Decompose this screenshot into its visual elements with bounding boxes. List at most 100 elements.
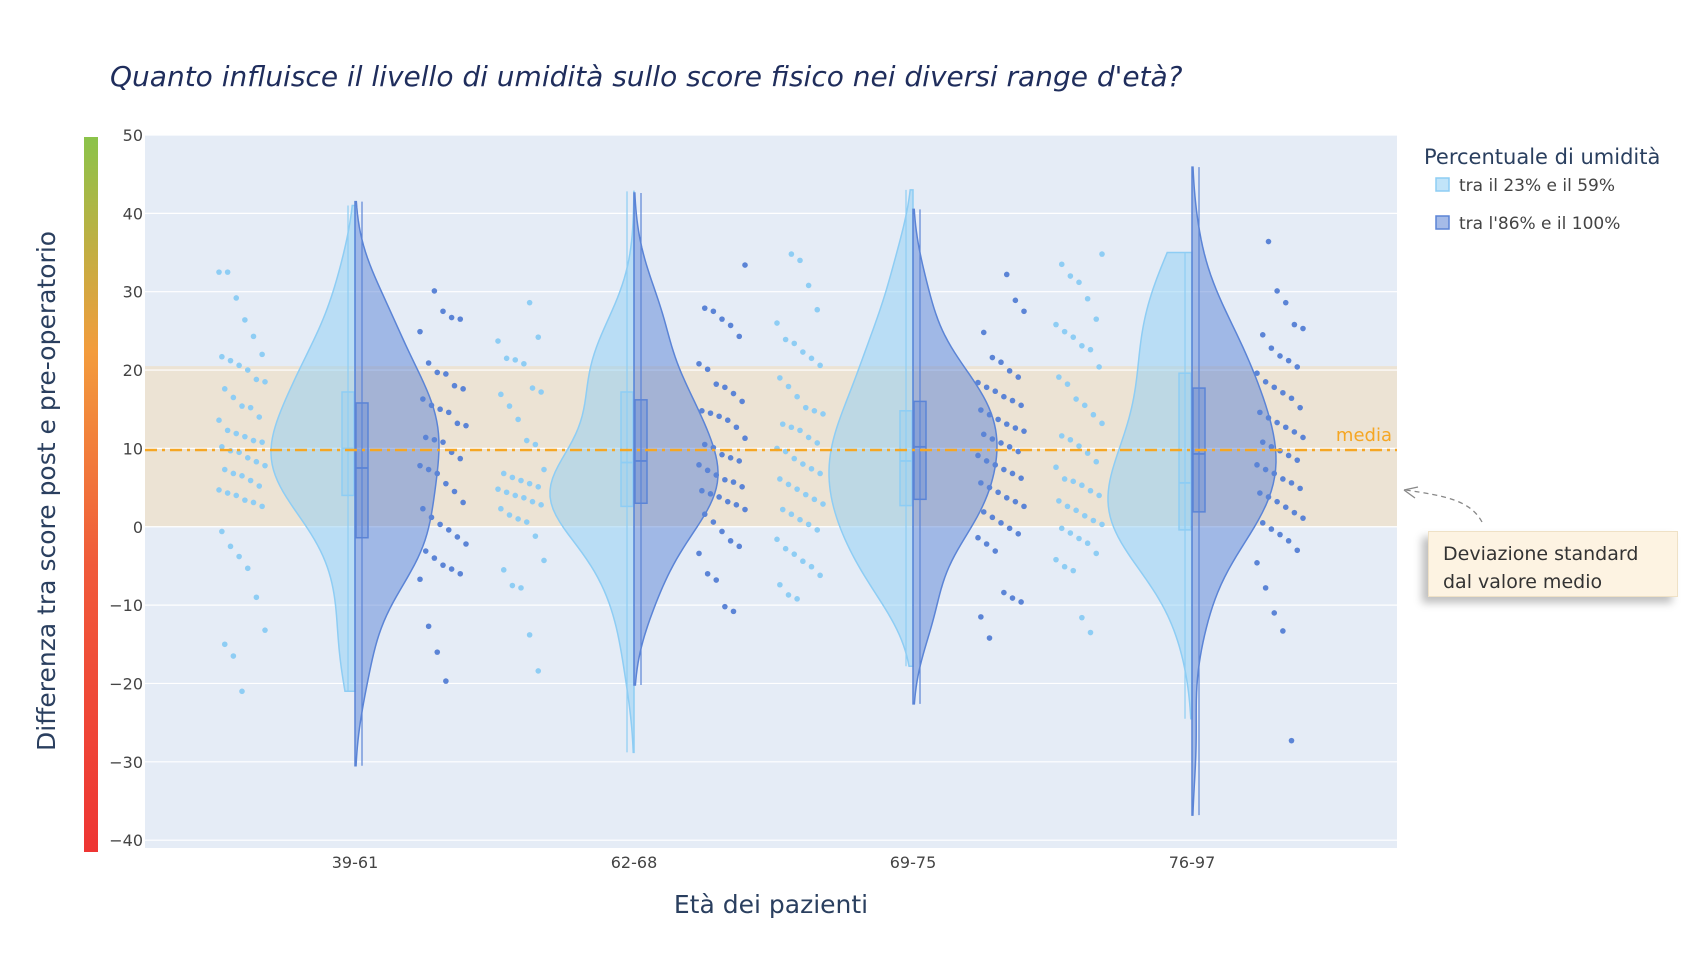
- data-point-high: [1259, 520, 1266, 526]
- data-point-high: [736, 333, 743, 340]
- violin-high-76-97[interactable]: [1191, 166, 1277, 816]
- std-annotation-line-1: Deviazione standard: [1443, 543, 1639, 565]
- data-point-high: [1271, 610, 1278, 616]
- data-point-high: [1012, 425, 1019, 431]
- data-point-low: [1058, 433, 1065, 439]
- legend-label-low: tra il 23% e il 59%: [1459, 176, 1615, 196]
- mean-line-label: media: [1336, 425, 1392, 446]
- data-point-high: [443, 480, 449, 487]
- data-point-high: [975, 534, 981, 541]
- data-point-high: [1288, 480, 1295, 486]
- data-point-low: [811, 496, 818, 503]
- data-point-high: [1259, 331, 1266, 338]
- data-point-high: [1009, 595, 1016, 601]
- data-point-high: [989, 436, 996, 442]
- data-point-high: [457, 570, 464, 577]
- data-point-low: [1096, 492, 1102, 499]
- data-point-low: [800, 558, 806, 565]
- data-point-high: [716, 494, 722, 500]
- data-point-low: [239, 473, 245, 479]
- y-tick-label: 10: [123, 439, 143, 458]
- data-point-high: [1262, 585, 1269, 591]
- data-point-low: [509, 582, 516, 589]
- data-point-high: [701, 511, 708, 518]
- violin-high-39-61[interactable]: [354, 200, 440, 767]
- data-point-high: [975, 452, 981, 459]
- data-point-high: [1294, 457, 1301, 463]
- data-point-low: [233, 430, 240, 437]
- data-point-low: [230, 653, 237, 659]
- data-point-high: [417, 576, 423, 583]
- data-point-high: [454, 534, 461, 540]
- data-point-high: [1001, 466, 1007, 473]
- data-point-high: [1280, 389, 1286, 396]
- data-point-high: [983, 384, 990, 391]
- data-point-low: [802, 404, 809, 411]
- data-point-high: [696, 550, 702, 557]
- y-axis-color-bar: [84, 137, 98, 852]
- data-point-low: [794, 486, 800, 492]
- violin-low-62-68[interactable]: [549, 190, 635, 754]
- data-point-low: [1058, 261, 1065, 268]
- data-point-high: [1300, 434, 1306, 441]
- data-point-high: [992, 462, 999, 468]
- y-tick-label: 20: [123, 361, 143, 380]
- data-point-high: [739, 398, 745, 405]
- violin-low-76-97[interactable]: [1107, 251, 1193, 720]
- violin-low-39-61[interactable]: [270, 204, 356, 693]
- data-point-low: [506, 512, 513, 518]
- data-point-low: [512, 357, 519, 363]
- data-point-high: [422, 548, 429, 554]
- data-point-high: [1006, 525, 1013, 532]
- data-point-low: [1084, 540, 1091, 547]
- data-point-high: [1291, 509, 1298, 516]
- data-point-high: [431, 288, 438, 294]
- data-point-high: [1300, 515, 1306, 521]
- data-point-high: [1277, 353, 1283, 359]
- data-point-high: [733, 424, 740, 431]
- data-point-high: [1280, 476, 1286, 482]
- data-point-low: [224, 490, 231, 496]
- data-point-low: [814, 527, 821, 533]
- data-point-low: [541, 557, 547, 564]
- data-point-high: [699, 407, 705, 414]
- data-point-high: [422, 434, 429, 441]
- data-point-high: [448, 566, 455, 572]
- data-point-high: [710, 308, 717, 315]
- data-point-high: [443, 371, 449, 377]
- data-point-high: [1015, 448, 1022, 455]
- data-point-low: [538, 389, 544, 395]
- data-point-high: [417, 328, 423, 335]
- data-point-high: [425, 623, 432, 630]
- data-point-high: [451, 488, 458, 495]
- data-point-high: [722, 476, 728, 483]
- data-point-high: [707, 410, 714, 416]
- data-point-low: [532, 441, 539, 448]
- x-tick-label: 69-75: [890, 853, 937, 872]
- legend-swatch-high: [1435, 215, 1450, 230]
- data-point-low: [219, 444, 225, 450]
- legend-swatch-low: [1435, 177, 1450, 192]
- legend-item-high[interactable]: tra l'86% e il 100%: [1435, 214, 1620, 234]
- legend-label-high: tra l'86% e il 100%: [1459, 214, 1620, 234]
- data-point-low: [797, 427, 803, 434]
- violin-high-69-75[interactable]: [912, 208, 998, 705]
- violin-low-69-75[interactable]: [828, 189, 914, 667]
- data-point-high: [1018, 402, 1024, 409]
- data-point-high: [1277, 531, 1283, 538]
- data-point-low: [495, 486, 501, 492]
- data-point-high: [457, 455, 464, 462]
- data-point-high: [986, 484, 993, 491]
- data-point-low: [808, 465, 815, 472]
- data-point-high: [1001, 393, 1007, 400]
- y-tick-label: 50: [123, 126, 143, 145]
- data-point-low: [814, 440, 821, 446]
- data-point-low: [242, 497, 248, 503]
- data-point-low: [802, 491, 809, 498]
- data-point-low: [230, 470, 237, 477]
- legend-item-low[interactable]: tra il 23% e il 59%: [1435, 176, 1615, 196]
- data-point-high: [704, 467, 711, 474]
- data-point-high: [1291, 321, 1298, 328]
- violin-high-62-68[interactable]: [633, 192, 719, 686]
- data-point-low: [785, 481, 792, 488]
